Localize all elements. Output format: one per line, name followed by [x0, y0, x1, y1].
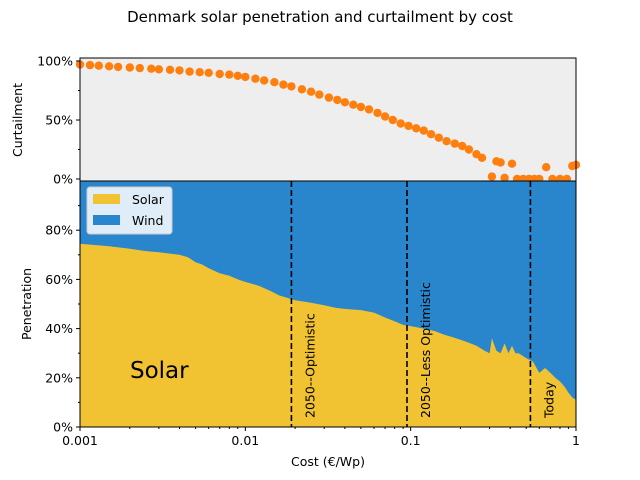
- curtailment-point: [412, 124, 421, 133]
- curtailment-point: [340, 98, 350, 107]
- chart-title: Denmark solar penetration and curtailmen…: [127, 8, 513, 26]
- curtailment-point: [496, 158, 505, 167]
- curtailment-point: [434, 133, 443, 142]
- cost-x-tick-label: 1: [572, 433, 580, 448]
- curtailment-point: [241, 72, 250, 82]
- curtailment-point: [233, 71, 242, 81]
- curtailment-point: [477, 153, 487, 162]
- curtailment-point: [356, 102, 366, 112]
- curtailment-y-tick-label: 50%: [45, 113, 73, 128]
- curtailment-point: [464, 145, 474, 154]
- curtailment-point: [113, 62, 123, 72]
- scenario-label: Today: [541, 381, 556, 419]
- penetration-y-axis-label: Penetration: [19, 268, 34, 340]
- scenario-label: 2050--Less Optimistic: [418, 282, 433, 418]
- curtailment-point: [195, 68, 204, 77]
- scenario-lines: 2050--Optimistic 2050--Less Optimistic Tod…: [290, 181, 556, 427]
- cost-x-ticks: 0.001 0.01 0.1 1: [62, 427, 580, 448]
- curtailment-y-tick-label: 100%: [37, 54, 73, 69]
- curtailment-panel: 0% 50% 100% Curtailment: [10, 54, 581, 187]
- curtailment-point: [125, 63, 134, 72]
- penetration-axes-frame: [79, 180, 577, 428]
- curtailment-point: [225, 70, 234, 79]
- scenario-label: 2050--Optimistic: [302, 313, 317, 418]
- penetration-y-tick-label: 60%: [45, 272, 73, 287]
- curtailment-point: [426, 130, 436, 139]
- curtailment-point: [450, 139, 459, 148]
- curtailment-point: [396, 119, 405, 128]
- curtailment-point: [204, 68, 213, 78]
- curtailment-points: [75, 60, 581, 184]
- solar-area: [80, 243, 576, 427]
- curtailment-point: [135, 63, 144, 73]
- curtailment-point: [185, 67, 194, 76]
- legend-solar-label: Solar: [132, 192, 165, 207]
- curtailment-point: [175, 66, 184, 75]
- curtailment-point: [324, 93, 334, 102]
- curtailment-point: [251, 74, 260, 83]
- cost-x-tick-label: 0.1: [401, 433, 421, 448]
- curtailment-point: [333, 95, 342, 105]
- legend-solar-swatch: [93, 194, 120, 204]
- curtailment-point: [306, 87, 316, 96]
- curtailment-point: [419, 126, 428, 135]
- curtailment-point: [215, 69, 224, 79]
- cost-x-tick-label: 0.001: [62, 433, 98, 448]
- curtailment-point: [260, 76, 269, 85]
- penetration-y-tick-label: 0%: [53, 420, 73, 435]
- curtailment-point: [500, 173, 509, 182]
- cost-x-tick-label: 0.01: [231, 433, 259, 448]
- curtailment-point: [154, 65, 164, 74]
- curtailment-y-tick-label: 0%: [53, 172, 73, 187]
- curtailment-point: [315, 90, 324, 99]
- curtailment-point: [287, 82, 296, 91]
- curtailment-point: [94, 61, 104, 70]
- curtailment-point: [487, 172, 497, 181]
- legend: Solar Wind: [86, 186, 173, 235]
- curtailment-point: [404, 121, 413, 131]
- curtailment-point: [507, 159, 517, 168]
- curtailment-point: [542, 163, 551, 172]
- curtailment-point: [380, 112, 390, 121]
- penetration-y-tick-label: 80%: [45, 223, 73, 238]
- penetration-y-tick-label: 40%: [45, 321, 73, 336]
- penetration-y-tick-label: 20%: [45, 370, 73, 385]
- wind-area: [80, 181, 576, 400]
- curtailment-y-axis-label: Curtailment: [10, 83, 25, 157]
- curtailment-point: [104, 62, 114, 71]
- legend-wind-swatch: [93, 215, 120, 225]
- curtailment-point: [373, 108, 382, 118]
- curtailment-y-ticks: 0% 50% 100%: [37, 54, 80, 187]
- curtailment-point: [364, 105, 374, 114]
- curtailment-point: [85, 60, 95, 70]
- curtailment-point: [270, 78, 279, 87]
- curtailment-point: [147, 64, 156, 73]
- curtailment-point: [297, 85, 307, 94]
- legend-wind-label: Wind: [132, 213, 163, 228]
- curtailment-point: [458, 141, 467, 151]
- curtailment-point: [279, 80, 288, 89]
- curtailment-point: [388, 115, 397, 125]
- penetration-y-ticks: 0% 20% 40% 60% 80%: [45, 205, 80, 435]
- cost-x-axis-label: Cost (€/Wp): [291, 454, 365, 469]
- curtailment-point: [165, 65, 175, 75]
- solar-region-label: Solar: [130, 358, 189, 384]
- curtailment-point: [349, 100, 358, 109]
- curtailment-point: [442, 137, 451, 146]
- penetration-panel: 2050--Optimistic 2050--Less Optimistic Tod…: [19, 181, 580, 469]
